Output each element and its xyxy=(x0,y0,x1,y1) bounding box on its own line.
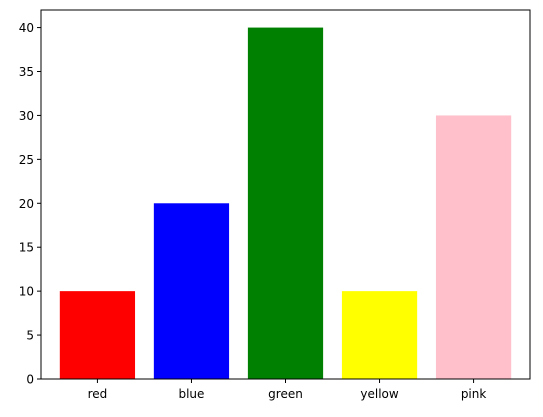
y-tick-label: 5 xyxy=(26,329,34,343)
y-tick-label: 0 xyxy=(26,373,34,387)
bar-pink xyxy=(435,115,512,379)
y-tick-label: 25 xyxy=(19,153,34,167)
x-tick-label: green xyxy=(268,387,303,401)
y-tick-label: 35 xyxy=(19,65,34,79)
bar-yellow xyxy=(341,291,418,379)
bar-blue xyxy=(153,203,230,379)
x-tick-label: red xyxy=(88,387,108,401)
x-tick-label: blue xyxy=(178,387,204,401)
x-tick-label: yellow xyxy=(360,387,398,401)
y-tick-label: 20 xyxy=(19,197,34,211)
y-tick-label: 30 xyxy=(19,109,34,123)
bar-red xyxy=(59,291,136,379)
plot-frame xyxy=(40,9,531,380)
bars-group xyxy=(59,27,512,379)
y-tick-label: 10 xyxy=(19,285,34,299)
y-tick-label: 15 xyxy=(19,241,34,255)
y-axis-ticks: 0 5 10 15 20 25 30 35 40 xyxy=(19,21,41,387)
bar-green xyxy=(247,27,324,379)
y-tick-label: 40 xyxy=(19,21,34,35)
x-tick-label: pink xyxy=(461,387,487,401)
x-axis-ticks: red blue green yellow pink xyxy=(88,379,487,401)
